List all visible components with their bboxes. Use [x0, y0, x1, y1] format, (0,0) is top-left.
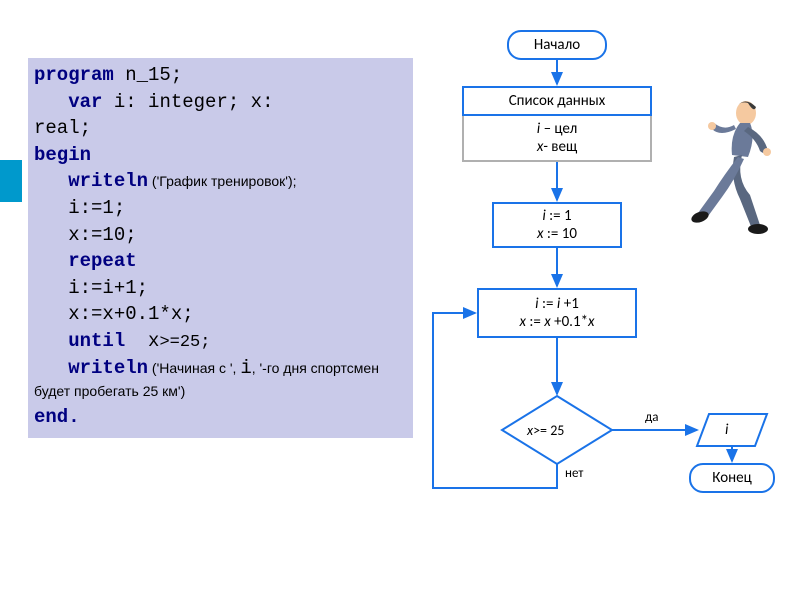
- node-end: Конец: [689, 463, 775, 493]
- loop-line1: i := i +1: [535, 295, 579, 313]
- decision-label: x>= 25: [527, 422, 564, 439]
- code-content: program n_15; var i: integer; x: real; b…: [34, 62, 407, 430]
- init-line2: x := 10: [537, 225, 577, 243]
- line-i1: i:=1;: [34, 197, 125, 219]
- line-x10: x:=10;: [34, 224, 137, 246]
- decl-line1: i – цел: [537, 120, 578, 138]
- node-output: i: [697, 414, 767, 446]
- init-i-val: := 1: [546, 207, 572, 225]
- decl-i-type: – цел: [540, 120, 577, 138]
- line-xinc: x:=x+0.1*x;: [34, 303, 194, 325]
- label-end: Конец: [712, 469, 751, 487]
- id-i-out: i: [240, 357, 251, 379]
- id-real: real;: [34, 117, 91, 139]
- output-i: i: [725, 421, 728, 439]
- label-data-header: Список данных: [509, 92, 606, 110]
- kw-repeat: repeat: [34, 250, 137, 272]
- left-accent-bar: [0, 160, 22, 202]
- id-progname: n_15;: [114, 64, 182, 86]
- op-ge25: >=25;: [159, 333, 210, 352]
- node-init: i := 1 x := 10: [492, 202, 622, 248]
- node-data-decl: i – цел x- вещ: [462, 116, 652, 162]
- id-vardecl: i: integer; x:: [102, 91, 284, 113]
- kw-begin: begin: [34, 144, 91, 166]
- dec-cond: >= 25: [533, 422, 564, 439]
- kw-until: until: [34, 330, 125, 352]
- str-part1: ('Начиная с ',: [148, 360, 240, 376]
- id-x: x: [125, 330, 159, 352]
- label-start: Начало: [534, 36, 580, 54]
- label-yes: да: [645, 410, 658, 425]
- kw-writeln2: writeln: [34, 357, 148, 379]
- decl-x-type: - вещ: [543, 138, 577, 156]
- line-iinc: i:=i+1;: [34, 277, 148, 299]
- kw-program: program: [34, 64, 114, 86]
- runner-icon: [690, 95, 790, 245]
- kw-end: end.: [34, 406, 80, 428]
- kw-writeln1: writeln: [34, 170, 148, 192]
- init-x-val: := 10: [544, 225, 577, 243]
- node-loop: i := i +1 x := x +0.1*x: [477, 288, 637, 338]
- decl-line2: x- вещ: [537, 138, 577, 156]
- init-line1: i := 1: [542, 207, 571, 225]
- loop-line2: x := x +0.1*x: [519, 313, 594, 331]
- code-block: program n_15; var i: integer; x: real; b…: [28, 58, 413, 438]
- node-start: Начало: [507, 30, 607, 60]
- str-title: ('График тренировок');: [148, 173, 296, 189]
- label-no: нет: [565, 466, 583, 481]
- kw-var: var: [34, 91, 102, 113]
- node-data-header: Список данных: [462, 86, 652, 116]
